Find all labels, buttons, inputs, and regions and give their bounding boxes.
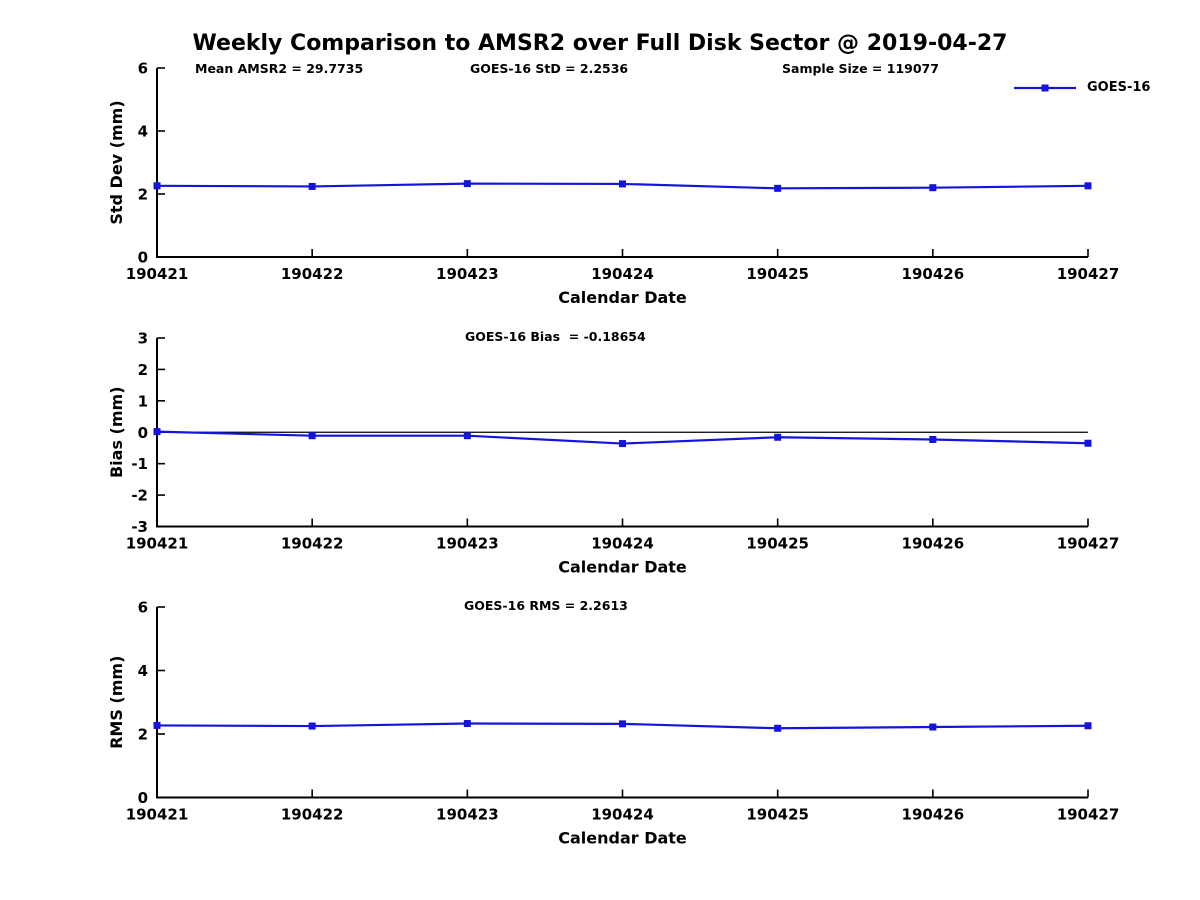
bias-x-axis-title: Calendar Date	[558, 558, 687, 577]
rms-data-point-marker	[619, 720, 626, 728]
std-dev-data-point-marker	[619, 180, 626, 188]
std-dev-x-tick-label: 190421	[126, 265, 189, 283]
rms-axes	[156, 607, 1088, 799]
std-dev-x-tick-label: 190423	[436, 265, 499, 283]
annotation-goes16-bias: GOES-16 Bias = -0.18654	[465, 329, 646, 344]
bias-y-tick-label: -3	[131, 518, 148, 536]
annotation-goes16-std: GOES-16 StD = 2.2536	[470, 61, 629, 76]
bias-data-point-marker	[619, 440, 626, 448]
std-dev-data-point-marker	[463, 180, 471, 188]
bias-x-tick-label: 190427	[1057, 535, 1120, 553]
rms-y-tick-label: 4	[138, 662, 148, 680]
legend: GOES-16	[1012, 80, 1150, 95]
bias-data-point-marker	[1084, 439, 1092, 447]
bias-x-tick-label: 190424	[591, 535, 654, 553]
bias-x-tick-label: 190426	[902, 535, 965, 553]
bias-x-tick-label: 190422	[281, 535, 344, 553]
rms-data-point-marker	[774, 724, 782, 732]
bias-y-tick-label: -2	[131, 487, 148, 505]
rms-x-tick-label: 190427	[1057, 806, 1120, 824]
bias-x-tick-label: 190421	[126, 535, 189, 553]
bias-data-point-marker	[463, 432, 471, 440]
rms-x-tick-label: 190426	[902, 806, 965, 824]
rms-data-point-marker	[153, 721, 161, 729]
std-dev-y-tick-label: 2	[138, 186, 148, 204]
bias-y-tick-label: 0	[138, 424, 148, 442]
bias-data-point-marker	[929, 435, 937, 443]
std-dev-x-axis-title: Calendar Date	[558, 288, 687, 307]
figure-title: Weekly Comparison to AMSR2 over Full Dis…	[192, 31, 1008, 56]
std-dev-data-point-marker	[774, 184, 782, 192]
annotation-sample-size: Sample Size = 119077	[782, 61, 939, 76]
bias-y-tick-label: -1	[131, 455, 148, 473]
std-dev-y-tick-label: 6	[138, 60, 148, 78]
rms-data-point-marker	[1084, 722, 1092, 730]
bias-data-point-marker	[774, 433, 782, 441]
rms-data-point-marker	[308, 722, 316, 730]
bias-data-point-marker	[153, 428, 161, 436]
rms-x-tick-label: 190424	[591, 806, 654, 824]
legend-line-marker-icon	[1014, 84, 1076, 91]
std-dev-x-tick-label: 190424	[591, 265, 654, 283]
legend-label: GOES-16	[1087, 80, 1151, 95]
rms-x-tick-label: 190425	[746, 806, 809, 824]
std-dev-data-point-marker	[153, 182, 161, 190]
rms-x-tick-label: 190422	[281, 806, 344, 824]
std-dev-y-axis-title: Std Dev (mm)	[107, 100, 126, 224]
std-dev-y-tick-label: 0	[138, 249, 148, 267]
std-dev-y-tick-label: 4	[138, 123, 148, 141]
std-dev-data-point-marker	[929, 184, 937, 192]
rms-y-axis-title: RMS (mm)	[107, 656, 126, 749]
annotation-mean-amsr2: Mean AMSR2 = 29.7735	[195, 61, 364, 76]
rms-x-tick-label: 190421	[126, 806, 189, 824]
bias-x-tick-label: 190423	[436, 535, 499, 553]
bias-y-axis-title: Bias (mm)	[107, 386, 126, 478]
std-dev-x-tick-label: 190427	[1057, 265, 1120, 283]
bias-data-point-marker	[308, 432, 316, 440]
bias-y-tick-label: 2	[138, 361, 148, 379]
std-dev-x-tick-label: 190422	[281, 265, 344, 283]
rms-y-tick-label: 2	[138, 726, 148, 744]
rms-data-point-marker	[929, 723, 937, 731]
std-dev-x-tick-label: 190425	[746, 265, 809, 283]
std-dev-data-point-marker	[308, 182, 316, 190]
annotation-goes16-rms: GOES-16 RMS = 2.2613	[464, 598, 628, 613]
bias-y-tick-label: 1	[138, 392, 148, 410]
rms-y-tick-label: 6	[138, 599, 148, 617]
std-dev-axes	[156, 68, 1088, 258]
rms-data-point-marker	[463, 720, 471, 728]
rms-y-tick-label: 0	[138, 789, 148, 807]
rms-x-axis-title: Calendar Date	[558, 829, 687, 848]
rms-x-tick-label: 190423	[436, 806, 499, 824]
std-dev-x-tick-label: 190426	[902, 265, 965, 283]
bias-x-tick-label: 190425	[746, 535, 809, 553]
bias-y-tick-label: 3	[138, 330, 148, 348]
std-dev-data-point-marker	[1084, 182, 1092, 190]
